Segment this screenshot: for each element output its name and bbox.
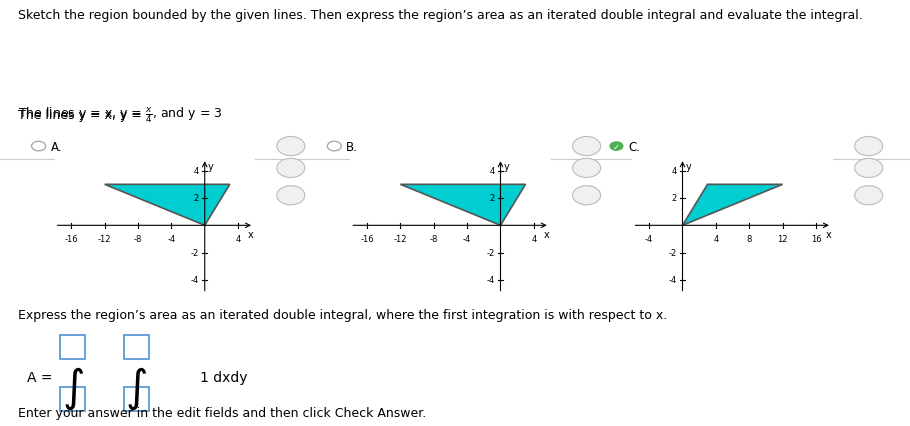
Circle shape (32, 142, 46, 152)
Text: -16: -16 (65, 234, 78, 243)
Text: -2: -2 (486, 248, 494, 258)
Circle shape (572, 137, 601, 156)
Text: 8: 8 (746, 234, 752, 243)
Text: ⊕: ⊕ (864, 140, 874, 153)
Text: ✓: ✓ (613, 142, 620, 151)
Text: Enter your answer in the edit fields and then click Check Answer.: Enter your answer in the edit fields and… (18, 406, 427, 418)
Text: x: x (543, 229, 550, 239)
Text: $\int$: $\int$ (62, 365, 84, 411)
Text: ⊕: ⊕ (286, 140, 296, 153)
FancyBboxPatch shape (60, 387, 86, 411)
Text: The lines y = x, y =: The lines y = x, y = (18, 109, 147, 121)
Text: ⊖: ⊖ (581, 162, 592, 175)
Text: -8: -8 (430, 234, 438, 243)
Text: ↗: ↗ (864, 191, 874, 201)
Text: x: x (825, 229, 832, 239)
Text: -4: -4 (668, 276, 676, 285)
Text: -4: -4 (190, 276, 198, 285)
Text: -4: -4 (645, 234, 653, 243)
Circle shape (277, 159, 305, 178)
Text: -2: -2 (668, 248, 676, 258)
FancyBboxPatch shape (124, 336, 149, 360)
Text: A =: A = (27, 371, 53, 384)
Text: C.: C. (629, 140, 641, 153)
Text: 1 dxdy: 1 dxdy (200, 371, 248, 384)
Text: 2: 2 (490, 194, 494, 203)
Circle shape (277, 186, 305, 205)
Text: 4: 4 (194, 167, 198, 176)
Text: Sketch the region bounded by the given lines. Then express the region’s area as : Sketch the region bounded by the given l… (18, 9, 863, 21)
FancyBboxPatch shape (60, 336, 86, 360)
Text: Express the region’s area as an iterated double integral, where the first integr: Express the region’s area as an iterated… (18, 308, 667, 321)
Text: The lines y = x, y = $\frac{x}{4}$, and y = 3: The lines y = x, y = $\frac{x}{4}$, and … (18, 105, 223, 125)
Text: ⊕: ⊕ (581, 140, 592, 153)
Text: $\int$: $\int$ (126, 365, 147, 411)
Circle shape (277, 137, 305, 156)
Text: -8: -8 (134, 234, 142, 243)
Text: y: y (504, 162, 510, 172)
Text: -12: -12 (394, 234, 407, 243)
Text: x: x (248, 229, 254, 239)
Text: 4: 4 (531, 234, 537, 243)
Text: 4: 4 (672, 167, 676, 176)
Text: 4: 4 (713, 234, 719, 243)
Text: 4: 4 (236, 234, 241, 243)
Text: A.: A. (51, 140, 62, 153)
Circle shape (610, 142, 623, 152)
Text: ↗: ↗ (581, 191, 592, 201)
Text: B.: B. (347, 140, 359, 153)
Text: -4: -4 (167, 234, 176, 243)
Text: ⊖: ⊖ (864, 162, 874, 175)
Text: -4: -4 (463, 234, 471, 243)
Text: 2: 2 (672, 194, 676, 203)
Text: 12: 12 (777, 234, 788, 243)
Text: 2: 2 (194, 194, 198, 203)
Text: ↗: ↗ (286, 191, 296, 201)
Circle shape (572, 159, 601, 178)
Text: y: y (686, 162, 692, 172)
Polygon shape (400, 185, 526, 226)
Circle shape (854, 186, 883, 205)
Circle shape (854, 159, 883, 178)
Circle shape (328, 142, 341, 152)
Text: 4: 4 (490, 167, 494, 176)
Text: -12: -12 (98, 234, 111, 243)
Text: -16: -16 (360, 234, 374, 243)
Text: ⊖: ⊖ (286, 162, 296, 175)
Circle shape (854, 137, 883, 156)
FancyBboxPatch shape (124, 387, 149, 411)
Circle shape (572, 186, 601, 205)
Polygon shape (682, 185, 783, 226)
Text: y: y (208, 162, 214, 172)
Text: 16: 16 (811, 234, 822, 243)
Text: -4: -4 (486, 276, 494, 285)
Text: -2: -2 (190, 248, 198, 258)
Polygon shape (105, 185, 229, 226)
